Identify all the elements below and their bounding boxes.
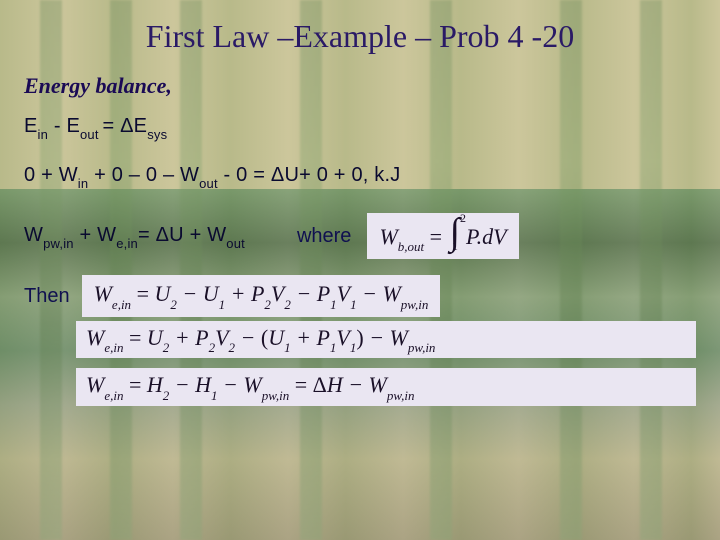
then-row: Then We,in = U2 − U1 + P2V2 − P1V1 − Wpw… [24, 275, 696, 316]
eq3-sub-out: out [226, 236, 245, 251]
slide-title: First Law –Example – Prob 4 -20 [24, 18, 696, 55]
equation-3-row: Wpw,in + We,in= ΔU + Wout where Wb,out =… [24, 213, 696, 259]
eq3-sub-pwin: pw,in [43, 236, 74, 251]
eq2-part-a: 0 + W [24, 164, 78, 186]
eq1-Ein-E: E [24, 115, 38, 137]
int-lhs-sub: b,out [398, 239, 424, 254]
eq3-plus-W: + W [74, 224, 116, 246]
int-upper-limit: 2 [460, 212, 466, 224]
where-label: where [297, 225, 351, 248]
int-rhs: P.dV [466, 224, 507, 249]
eq1-sub-in: in [38, 127, 49, 142]
then-eq-stack: We,in = U2 + P2V2 − (U1 + P1V1) − Wpw,in… [76, 321, 696, 406]
equation-1: Ein - Eout = ΔEsys [24, 115, 696, 140]
int-lhs-W: W [379, 224, 397, 249]
equation-3: Wpw,in + We,in= ΔU + Wout [24, 224, 245, 249]
then-label: Then [24, 285, 70, 308]
eq1-sub-out: out [80, 127, 102, 142]
integral-icon: ∫21 [450, 219, 464, 246]
eq1-minus-Eout: - E [48, 115, 80, 137]
eq2-part-c: - 0 = ΔU+ 0 + 0, k.J [218, 164, 401, 186]
eq3-sub-ein: e,in [116, 236, 138, 251]
eq1-sub-sys: sys [147, 127, 167, 142]
then-eq-2: We,in = U2 + P2V2 − (U1 + P1V1) − Wpw,in [76, 321, 696, 358]
int-eq: = [424, 224, 447, 249]
slide: First Law –Example – Prob 4 -20 Energy b… [0, 0, 720, 418]
integral-box: Wb,out = ∫21P.dV [367, 213, 518, 259]
eq2-sub-in: in [78, 176, 89, 191]
then-eq-1: We,in = U2 − U1 + P2V2 − P1V1 − Wpw,in [82, 275, 441, 316]
section-heading: Energy balance, [24, 73, 696, 99]
eq2-part-b: + 0 – 0 – W [88, 164, 199, 186]
equation-2: 0 + Win + 0 – 0 – Wout - 0 = ΔU+ 0 + 0, … [24, 164, 696, 189]
eq3-eq-dU-W: = ΔU + W [138, 224, 226, 246]
eq1-eq-dE: = ΔE [102, 115, 147, 137]
int-lower-limit: 1 [452, 240, 458, 252]
then-eq-3: We,in = H2 − H1 − Wpw,in = ΔH − Wpw,in [76, 368, 696, 405]
eq3-W: W [24, 224, 43, 246]
eq2-sub-out: out [199, 176, 218, 191]
